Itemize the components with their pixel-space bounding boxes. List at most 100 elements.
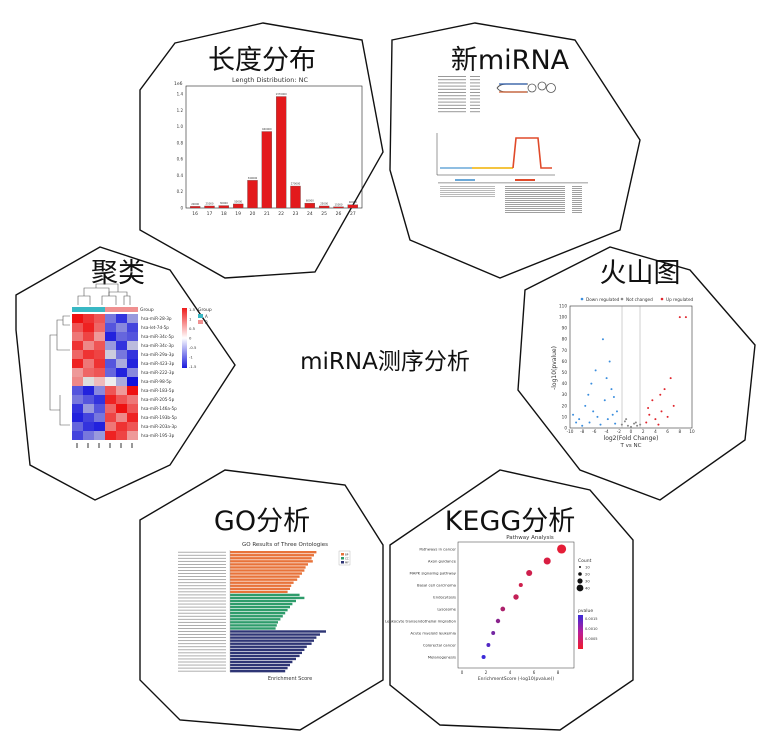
kegg-x-tick: 4 [509, 670, 512, 675]
volcano-x-tick: -6 [592, 429, 597, 434]
kegg-count-tick: 20 [585, 572, 590, 577]
heat-scale-tick: 0.5 [189, 326, 196, 331]
novel-align-count [572, 204, 582, 205]
length-bar-value: 25000 [206, 201, 214, 205]
volcano-point [625, 418, 628, 421]
go-bar [230, 596, 305, 600]
novel-info-row [438, 111, 466, 113]
go-term-label [178, 664, 226, 666]
heat-cell [83, 413, 94, 422]
novel-align-row [505, 192, 565, 193]
heat-gene-label: hsa-miR-34c-3p [141, 343, 174, 348]
go-term-label [178, 564, 226, 565]
go-term-label [178, 631, 226, 632]
go-term-label [178, 628, 226, 629]
hairpin-base [507, 91, 509, 93]
go-bar [230, 590, 288, 594]
heat-gene-label: hsa-miR-205-5p [141, 397, 175, 402]
novel-info-row [438, 92, 466, 93]
volcano-point [648, 413, 651, 416]
go-term-label [178, 621, 226, 623]
hairpin-base [511, 91, 513, 93]
volcano-point [612, 395, 615, 398]
length-bar [333, 206, 344, 209]
heat-cell [127, 377, 138, 386]
volcano-point [584, 404, 587, 407]
heat-cell [127, 359, 138, 368]
go-bar [230, 587, 290, 590]
volcano-x-tick: 10 [689, 429, 695, 434]
novel-info-value [470, 82, 480, 84]
kegg-count-dot [579, 566, 581, 568]
heat-cell [116, 368, 127, 377]
go-bar [230, 569, 305, 572]
volcano-point [605, 377, 608, 380]
length-y-tick: 0.6 [177, 157, 184, 162]
heat-cell [127, 368, 138, 377]
go-bar [230, 557, 312, 560]
novel-info-value [470, 76, 480, 77]
kegg-x-tick: 8 [557, 670, 560, 675]
volcano-point [596, 415, 599, 418]
novel-align-row [505, 212, 565, 213]
heat-cell [94, 413, 105, 422]
heat-cell [72, 431, 83, 440]
heat-cell [83, 341, 94, 350]
volcano-x-tick: -2 [617, 429, 622, 434]
kegg-frame [457, 541, 575, 669]
kegg-pathway-label: Basal cell carcinoma [417, 583, 456, 588]
go-bar [230, 624, 277, 627]
heat-cell [72, 332, 83, 341]
go-bar [230, 581, 294, 584]
hairpin-base [507, 83, 509, 85]
novel-info-row [438, 101, 466, 103]
go-bar [230, 578, 298, 581]
heat-cell [105, 359, 116, 368]
kegg-pathway-label: Acute myeloid leukemia [410, 631, 456, 636]
length-bar-value: 1370000 [276, 92, 288, 96]
volcano-point [660, 410, 663, 413]
go-term-label [178, 634, 226, 635]
heat-cell [105, 422, 116, 431]
heat-cell [72, 341, 83, 350]
kegg-point [481, 654, 486, 660]
heat-sample-label [109, 443, 111, 448]
volcano-subtitle: T vs NC [620, 443, 642, 449]
go-bar [230, 633, 320, 636]
heat-cell [83, 404, 94, 413]
go-term-label [178, 612, 226, 614]
heat-cell [83, 314, 94, 323]
novel-info-value [470, 108, 480, 109]
length-x-tick: 23 [293, 211, 299, 217]
novel-info-row [438, 85, 466, 87]
go-term-label [178, 588, 226, 590]
heat-cell [105, 413, 116, 422]
volcano-point [594, 369, 597, 372]
hairpin-base [513, 91, 515, 93]
length-x-tick: 26 [336, 211, 342, 217]
hairpin-base [499, 91, 501, 93]
go-bar [230, 602, 293, 606]
heat-cell [83, 422, 94, 431]
length-y-tick: 0.4 [177, 173, 184, 178]
kegg-x-tick: 0 [461, 670, 464, 675]
heat-sample-label [120, 443, 122, 448]
go-term-label [178, 637, 226, 638]
kegg-count-tick: 40 [585, 586, 590, 591]
novel-align-count [572, 186, 582, 187]
cluster-heatmap: hsa-miR-28-3p hsa-let-7d-5p hsa-miR-34c-5p… [49, 283, 212, 448]
heat-gene-label: hsa-miR-195-3p [141, 433, 175, 438]
length-x-tick: 27 [350, 211, 356, 217]
novel-align-row [505, 196, 565, 197]
go-chart-title: GO Results of Three Ontologies [242, 542, 328, 548]
novel-info-value [470, 111, 480, 113]
volcano-point [620, 423, 623, 426]
volcano-point [657, 423, 660, 426]
heat-cell [116, 332, 127, 341]
volcano-point [684, 316, 687, 319]
volcano-frame [569, 305, 693, 429]
length-x-tick: 19 [235, 211, 241, 217]
go-legend-swatch [341, 553, 344, 556]
length-bar [318, 205, 330, 209]
heat-cell [72, 350, 83, 359]
